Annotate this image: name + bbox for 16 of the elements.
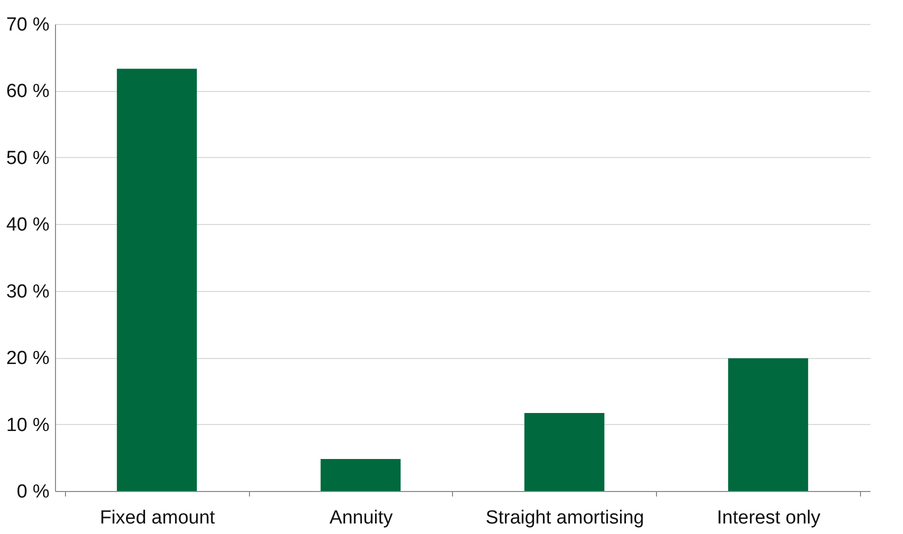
x-tick-label: Straight amortising <box>486 508 644 528</box>
bar <box>728 358 808 491</box>
bar <box>116 68 197 491</box>
y-tick-label: 70 % <box>6 14 50 36</box>
y-tick-label: 60 % <box>6 81 50 102</box>
bar <box>524 412 604 491</box>
y-tick-label: 10 % <box>6 414 50 436</box>
x-tick-label: Interest only <box>716 508 821 528</box>
y-tick-label: 20 % <box>6 348 50 370</box>
y-tick-label: 40 % <box>6 214 50 236</box>
x-tick-label: Fixed amount <box>100 508 216 528</box>
bar <box>320 458 401 491</box>
x-tick-label: Annuity <box>329 508 394 528</box>
y-tick-label: 50 % <box>6 148 50 169</box>
y-tick-label: 30 % <box>6 281 50 302</box>
y-tick-label: 0 % <box>16 482 50 502</box>
